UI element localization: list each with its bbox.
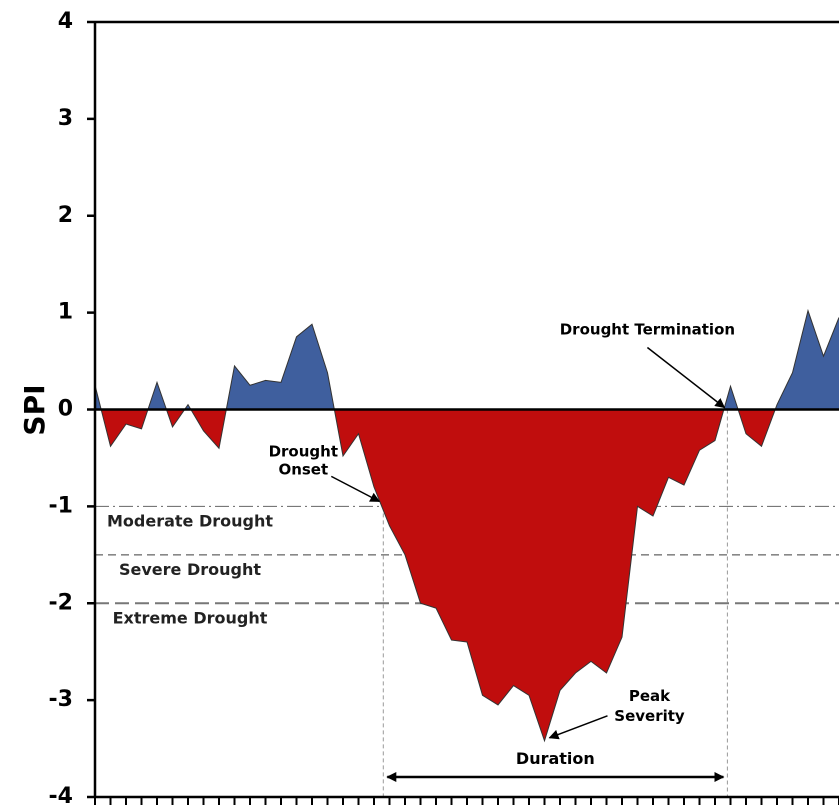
y-tick-label: 3 [58,106,73,131]
onset-label: Onset [278,460,328,478]
threshold-label: Moderate Drought [107,511,273,530]
threshold-label: Severe Drought [119,560,261,579]
y-tick-label: 0 [58,397,73,422]
spi-line [94,308,839,743]
y-tick-label: 2 [58,203,73,228]
peak-arrow [548,715,608,740]
positive-area [95,310,839,410]
termination-arrow [646,346,726,409]
peak-label: Peak [629,687,671,705]
peak-label: Severity [614,707,685,725]
y-tick-label: 4 [58,9,73,34]
termination-label: Drought Termination [560,321,735,339]
y-tick-label: -2 [49,590,73,615]
y-tick-label: -4 [49,784,73,807]
onset-arrow [330,475,381,503]
onset-label: Drought [269,442,338,460]
y-tick-label: 1 [58,300,73,325]
threshold-label: Extreme Drought [113,608,268,627]
duration-label: Duration [516,749,595,768]
y-axis-label: SPI [18,384,51,435]
y-tick-label: -3 [49,687,73,712]
negative-area [95,409,839,741]
y-tick-label: -1 [49,493,73,518]
